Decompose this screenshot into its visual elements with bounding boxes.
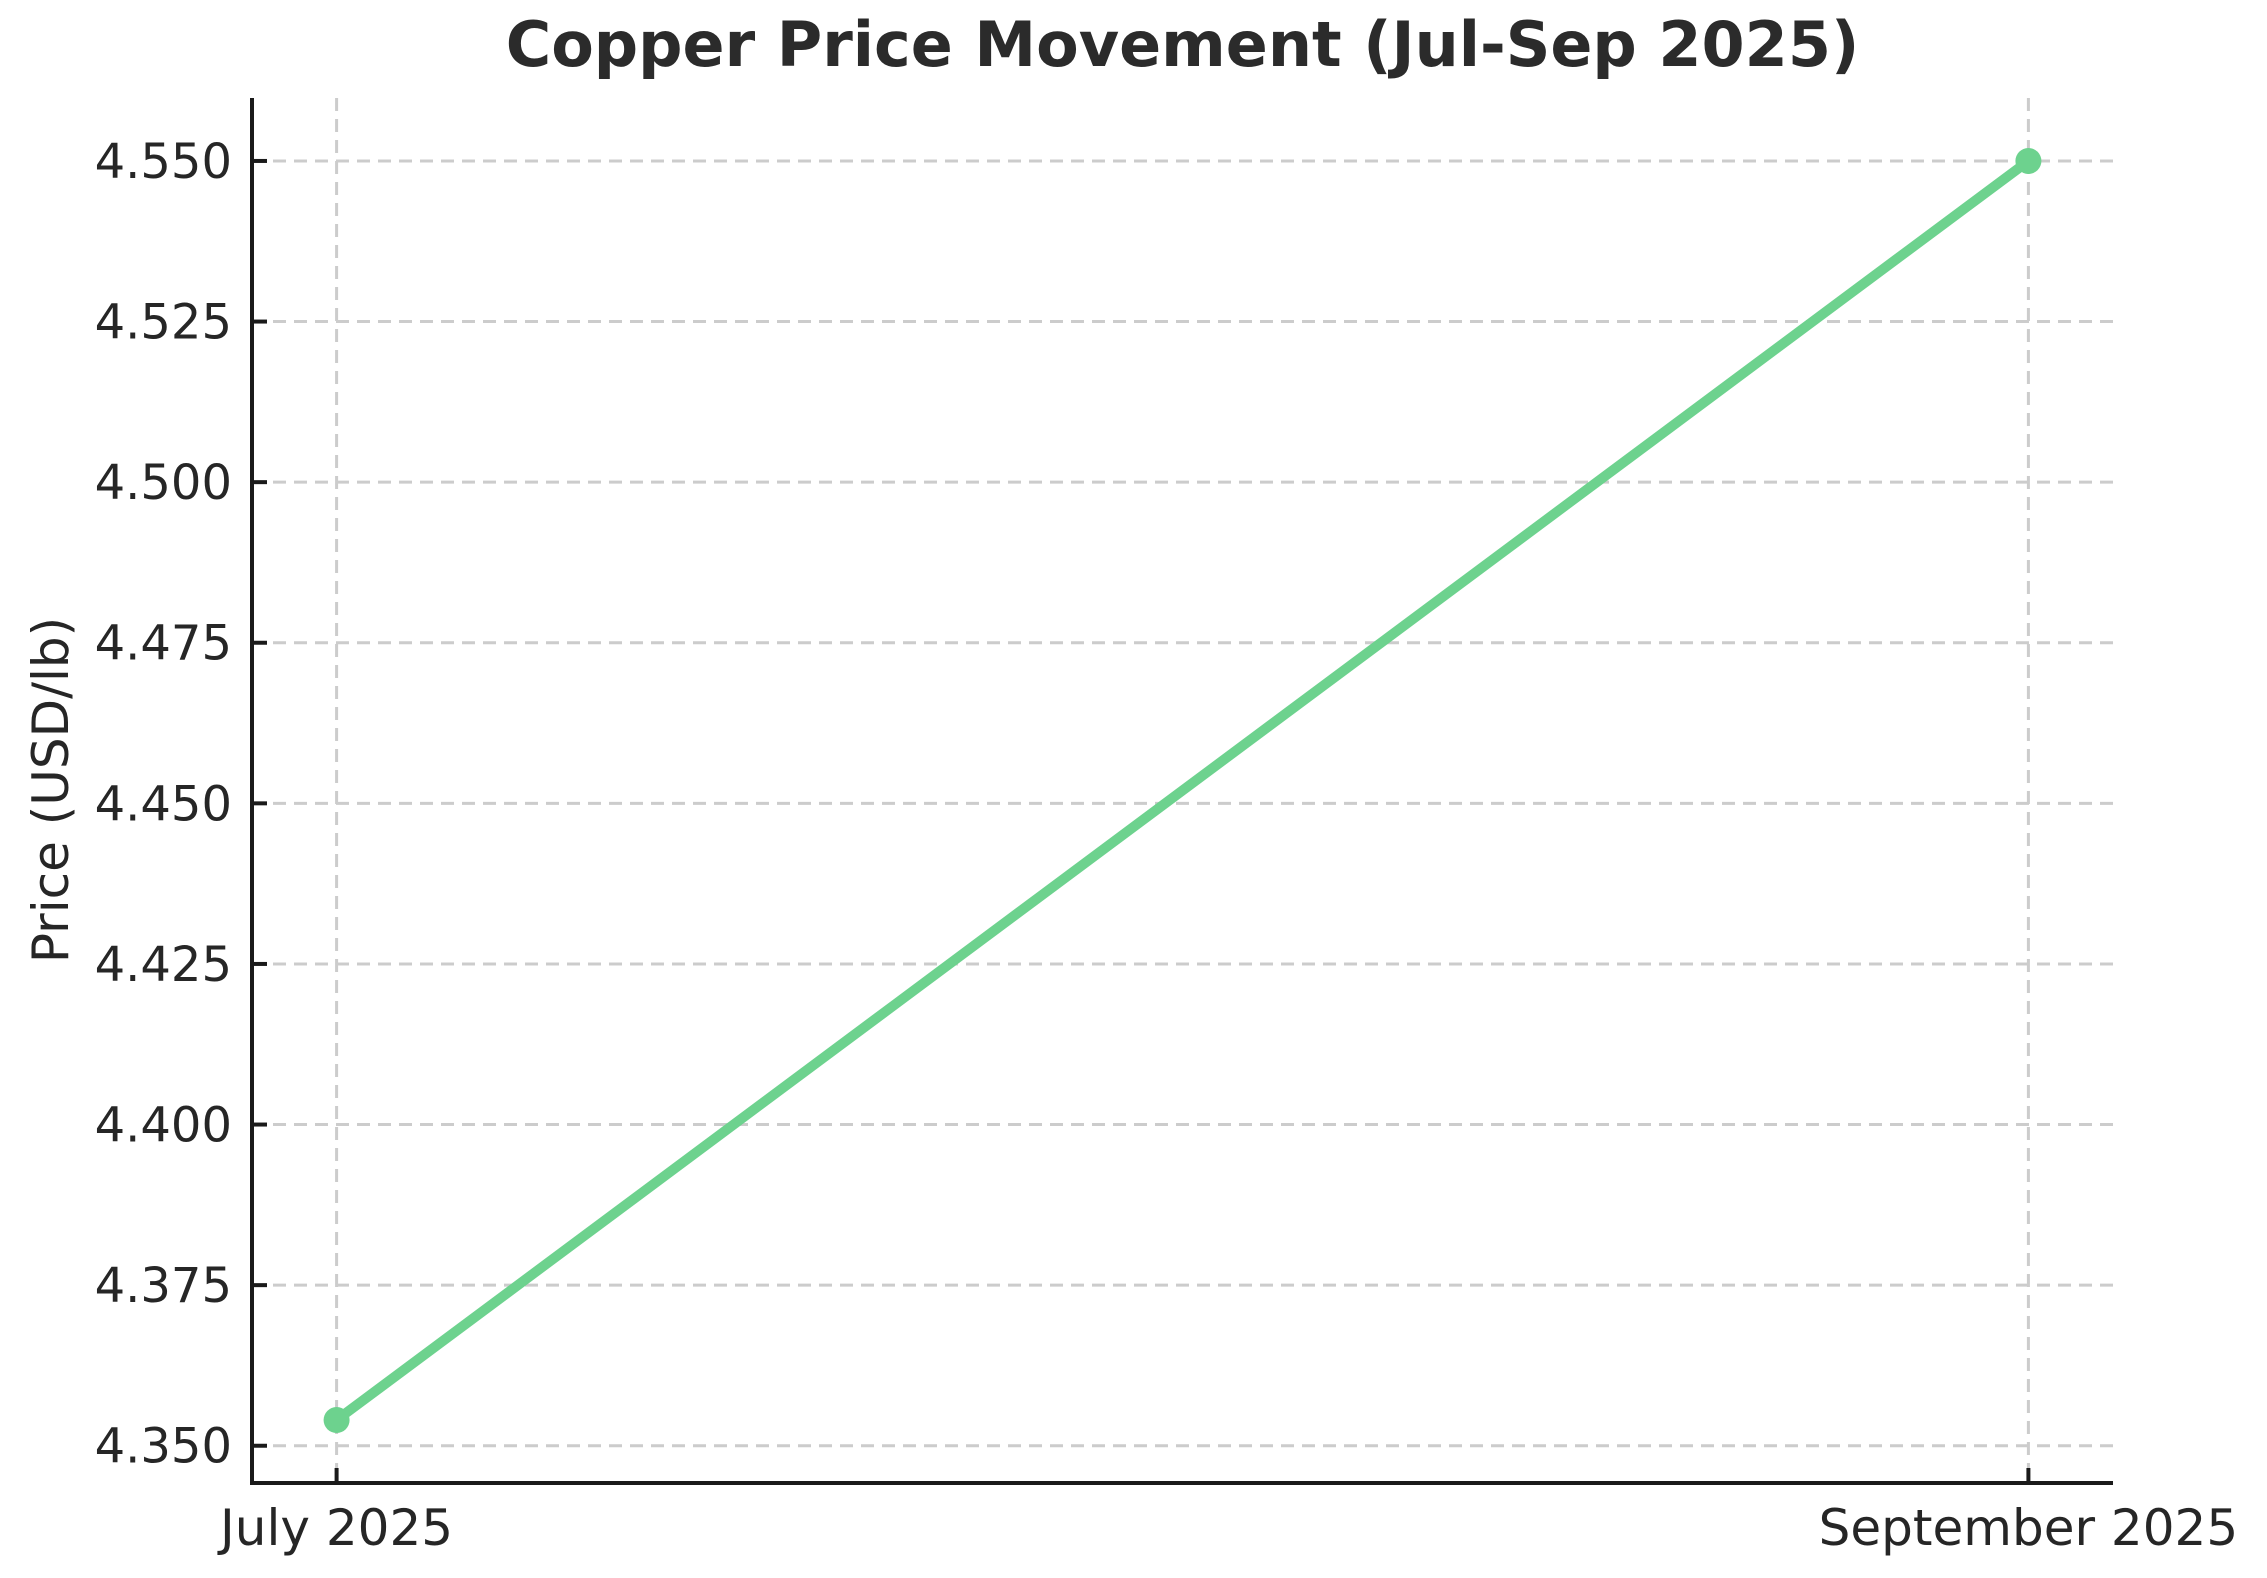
y-tick-label: 4.350 [95,1419,232,1475]
price-series [323,147,2042,1434]
y-tick-label: 4.400 [95,1098,232,1154]
x-tick-label: September 2025 [1819,1499,2239,1557]
y-tick-label: 4.375 [95,1258,232,1314]
x-tick-label: July 2025 [217,1499,453,1557]
data-point-marker [2015,147,2042,174]
y-tick-label: 4.425 [95,937,232,993]
y-tick-label: 4.475 [95,616,232,672]
chart-title: Copper Price Movement (Jul-Sep 2025) [505,8,1860,81]
axis-ticks [252,158,2031,1483]
y-tick-label: 4.550 [95,134,232,190]
y-axis-title-text: Price (USD/lb) [22,616,80,964]
axis-spines [250,98,2113,1485]
y-tick-label: 4.525 [95,295,232,351]
gridlines [252,98,2113,1483]
price-line [331,155,2034,1426]
data-point-marker [323,1407,350,1434]
y-tick-label: 4.500 [95,455,232,511]
tick-labels: 4.350 4.375 4.400 4.425 4.450 4.475 4.500 4.525… [95,134,2239,1557]
y-tick-label: 4.450 [95,776,232,832]
